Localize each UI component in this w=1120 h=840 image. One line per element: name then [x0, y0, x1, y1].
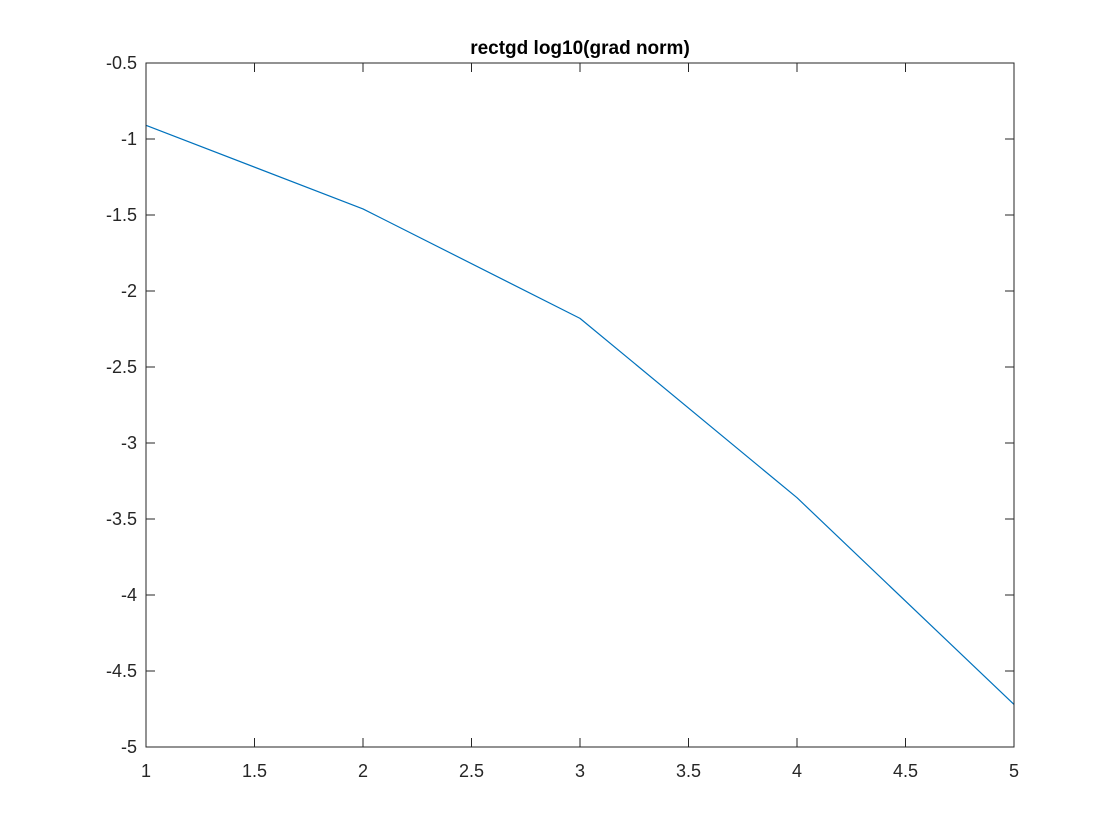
plot-area — [146, 63, 1014, 747]
plot-background — [146, 63, 1014, 747]
series-line-0 — [145, 124, 1015, 705]
y-tick-label: -4.5 — [106, 661, 137, 681]
series-layer — [145, 124, 1015, 705]
y-tick-label: -4 — [121, 585, 137, 605]
y-tick-label: -1.5 — [106, 205, 137, 225]
x-tick-label: 2 — [358, 761, 368, 781]
x-tick-label: 4 — [792, 761, 802, 781]
x-tick-label: 1.5 — [242, 761, 267, 781]
y-tick-label: -2 — [121, 281, 137, 301]
x-tick-label: 3.5 — [676, 761, 701, 781]
x-tick-label: 2.5 — [459, 761, 484, 781]
x-tick-label: 4.5 — [893, 761, 918, 781]
y-tick-label: -3 — [121, 433, 137, 453]
x-tick-label: 1 — [141, 761, 151, 781]
y-tick-label: -0.5 — [106, 53, 137, 73]
axes: 1 1.5 2 2.5 3 3.5 4 4.5 5 -0.5 -1 -1.5 -2 -2.5 -3 -3.5 -… — [106, 53, 1019, 781]
y-tick-label: -5 — [121, 737, 137, 757]
x-tick-label: 3 — [575, 761, 585, 781]
y-tick-label: -3.5 — [106, 509, 137, 529]
x-tick-label: 5 — [1009, 761, 1019, 781]
y-tick-label: -1 — [121, 129, 137, 149]
chart-title: rectgd log10(grad norm) — [470, 38, 690, 59]
y-tick-label: -2.5 — [106, 357, 137, 377]
